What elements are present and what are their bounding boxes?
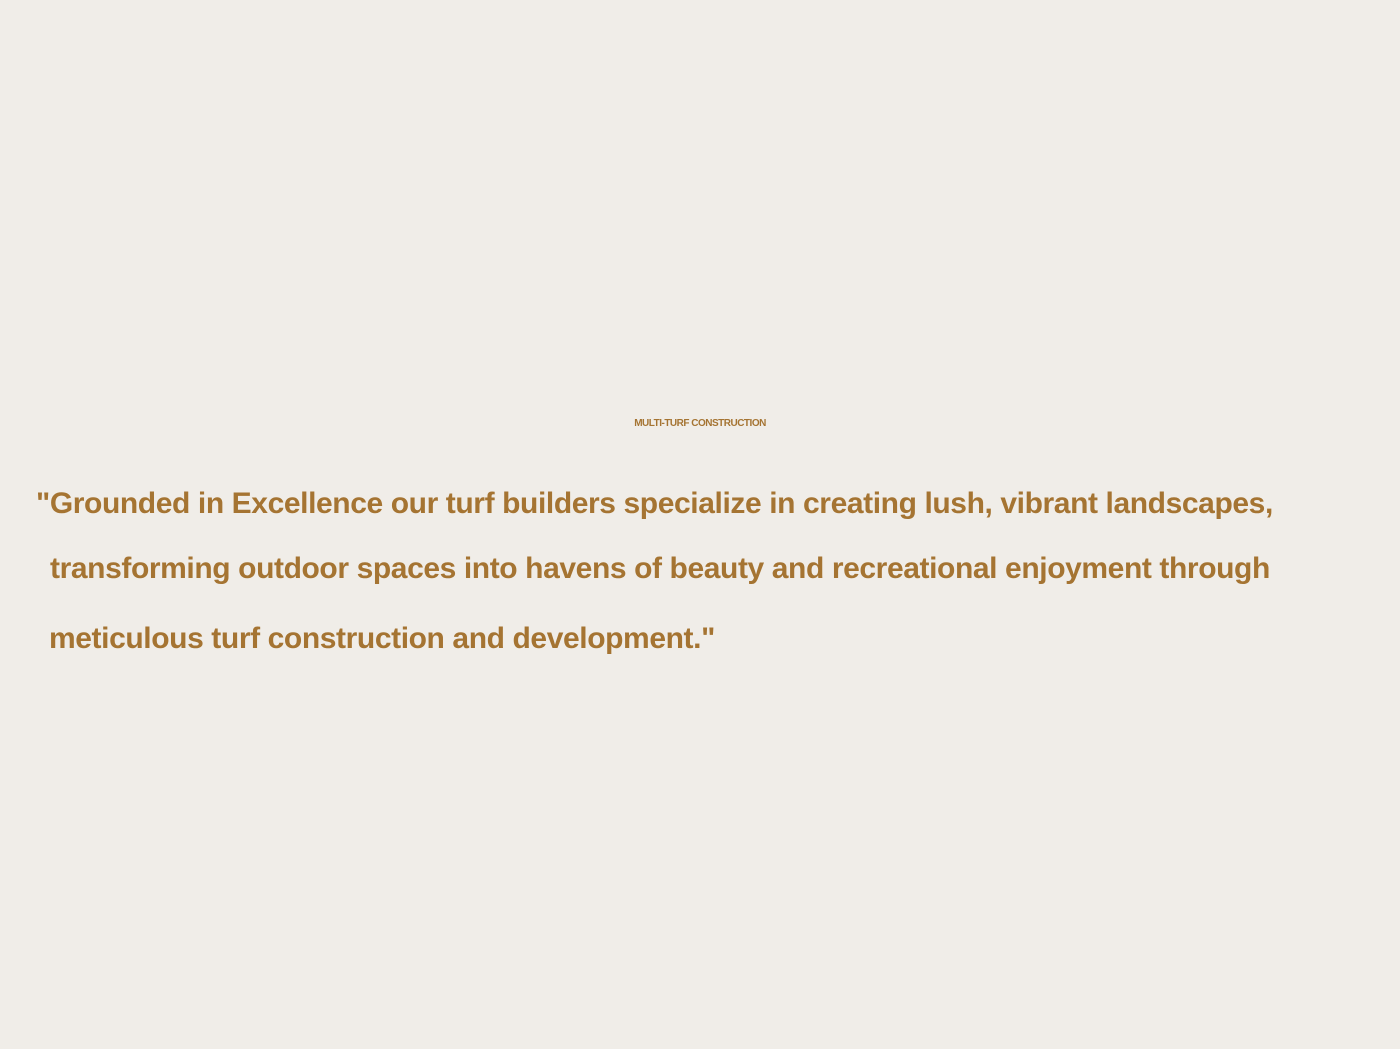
quote-line-1: "Grounded in Excellence our turf builder… [36,487,1273,520]
page-title: MULTI-TURF CONSTRUCTION [634,418,766,429]
quote-line-3: meticulous turf construction and develop… [49,622,715,655]
quote-line-2: transforming outdoor spaces into havens … [50,552,1270,585]
